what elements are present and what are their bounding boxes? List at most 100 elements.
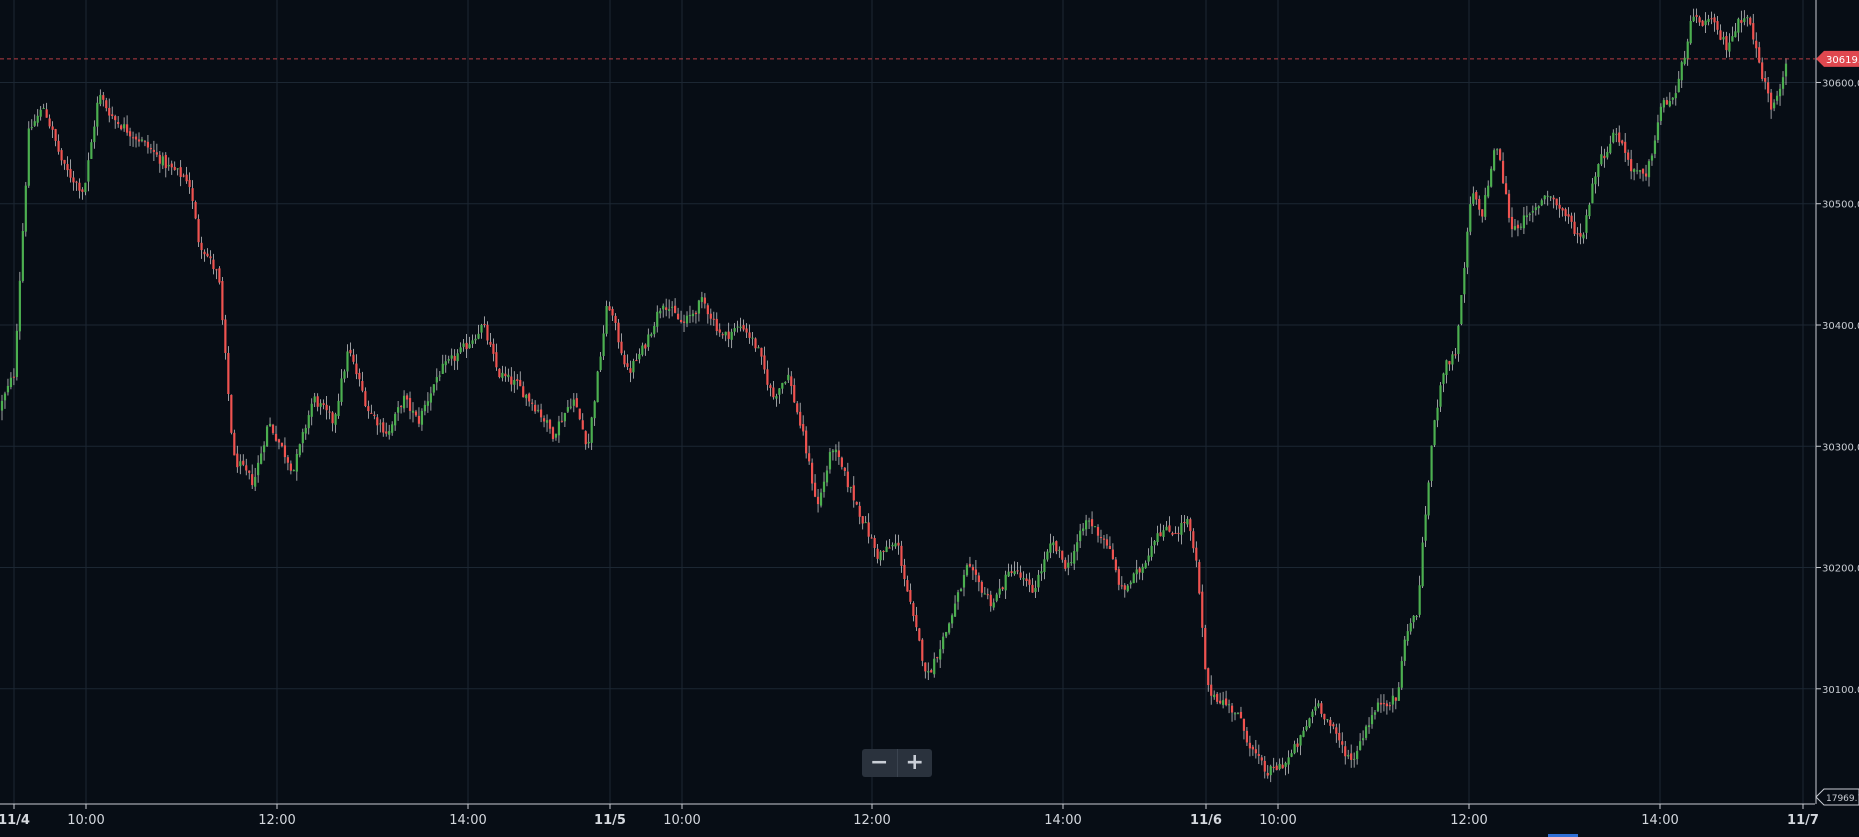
candle-body — [760, 347, 763, 357]
candle — [1281, 757, 1284, 769]
candle-body — [1513, 226, 1517, 230]
candle — [1195, 541, 1198, 568]
candle-body — [947, 623, 951, 633]
candle-body — [1522, 215, 1526, 229]
candle — [1475, 190, 1478, 205]
candle-body — [96, 102, 99, 127]
candle — [1436, 399, 1439, 428]
zoom-in-button[interactable]: + — [896, 749, 933, 777]
candle — [1040, 563, 1043, 581]
candle-body — [346, 351, 349, 372]
candle — [953, 595, 957, 618]
candle — [1579, 223, 1582, 245]
candle-body — [602, 333, 605, 357]
candle-body — [230, 394, 233, 433]
candle — [1445, 359, 1448, 384]
candle — [21, 223, 24, 283]
candle-body — [1361, 738, 1365, 741]
candle — [1665, 96, 1668, 105]
candle-body — [1189, 519, 1192, 532]
candle — [468, 336, 471, 349]
candle — [694, 310, 698, 324]
candle-body — [69, 169, 72, 178]
candle-body — [1478, 199, 1481, 210]
candle — [1192, 528, 1195, 553]
candle — [1233, 712, 1237, 721]
candle-body — [757, 347, 760, 349]
candle — [254, 467, 257, 491]
candle — [1582, 232, 1585, 244]
candle-body — [834, 449, 838, 453]
candle-body — [1484, 195, 1487, 217]
candle-body — [1424, 514, 1427, 541]
candle — [268, 417, 272, 427]
candle — [1266, 765, 1269, 779]
candle-body — [429, 393, 432, 403]
candle-body — [1448, 361, 1451, 365]
candle — [1236, 712, 1240, 715]
candle — [137, 132, 141, 147]
candle — [322, 399, 325, 410]
candle — [799, 402, 802, 429]
candle-body — [224, 319, 227, 353]
candle-body — [176, 168, 179, 170]
candle-body — [414, 411, 418, 416]
candle-body — [480, 324, 483, 333]
candle — [620, 333, 623, 356]
candle — [822, 472, 826, 498]
candle — [519, 371, 522, 387]
candle-body — [173, 166, 176, 170]
candle-body — [1144, 562, 1147, 569]
candle-body — [736, 326, 739, 328]
candle — [459, 342, 462, 355]
candle-body — [1153, 541, 1156, 546]
candle-body — [1549, 196, 1552, 198]
candle-body — [215, 269, 218, 271]
candle-body — [364, 391, 367, 407]
candle — [971, 564, 975, 580]
candle-body — [492, 343, 495, 354]
candle-body — [852, 485, 855, 501]
candle-body — [641, 345, 644, 355]
candle-body — [1040, 571, 1043, 574]
candle-body — [274, 433, 278, 441]
candle-body — [879, 551, 882, 561]
candle-body — [310, 403, 313, 417]
candle-body — [1350, 753, 1353, 760]
candle-body — [1224, 698, 1228, 705]
candle-body — [447, 359, 450, 361]
candle-body — [551, 427, 555, 440]
candle — [1058, 546, 1061, 558]
candle — [1692, 8, 1695, 23]
zoom-out-button[interactable]: − — [870, 750, 889, 775]
candle-body — [498, 368, 501, 378]
candle — [1207, 667, 1210, 692]
candle-body — [120, 125, 123, 130]
candle — [1528, 212, 1531, 222]
candle-body — [1710, 18, 1713, 20]
candle-body — [1510, 216, 1514, 230]
candle-body — [435, 377, 438, 383]
candle-body — [33, 121, 36, 126]
candle — [1576, 227, 1579, 244]
candle-body — [924, 662, 927, 672]
candle-body — [468, 344, 471, 349]
candle — [1046, 549, 1049, 562]
candle — [1638, 169, 1642, 179]
candle — [864, 516, 867, 524]
candle — [230, 394, 233, 435]
candle — [364, 387, 367, 408]
candle-body — [1281, 764, 1284, 769]
candle — [748, 324, 751, 344]
x-tick-label: 14:00 — [449, 813, 486, 828]
candle — [57, 134, 60, 155]
candle — [1507, 189, 1511, 223]
candle-body — [382, 422, 385, 433]
candle — [405, 393, 409, 408]
candle-body — [885, 546, 888, 553]
candle-body — [1650, 155, 1654, 161]
candle — [42, 103, 45, 110]
candle-body — [510, 376, 513, 385]
